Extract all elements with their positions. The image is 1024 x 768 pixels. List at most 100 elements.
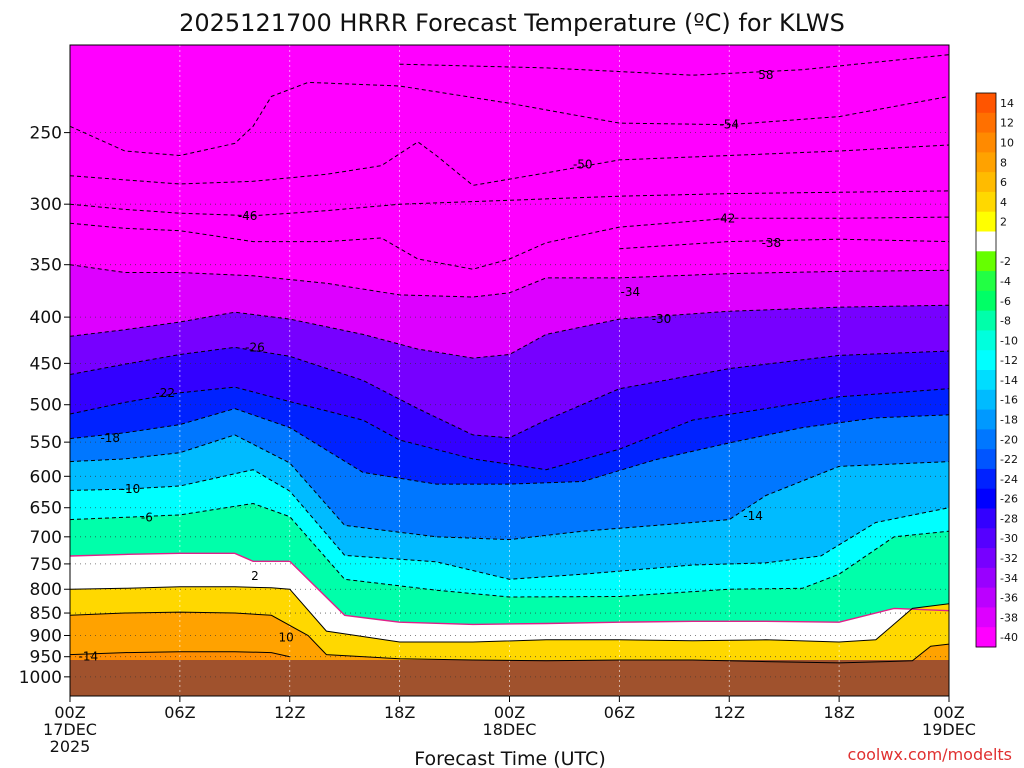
y-tick-label: 650 <box>30 499 62 519</box>
x-tick-label: 17DEC <box>43 720 97 739</box>
isotherm-label: -22 <box>155 386 175 400</box>
isotherm-line <box>70 502 949 598</box>
x-tick-label: 12Z <box>714 703 745 722</box>
legend-label: -28 <box>1000 512 1018 525</box>
legend-label: -6 <box>1000 295 1011 308</box>
isotherm-line <box>619 238 949 250</box>
legend-swatch <box>976 350 996 371</box>
isotherm-line <box>70 216 949 270</box>
plot-area: 58 -54 -50 -46 -42 -38 -34 -30 -26 -22 -18 -14 -10-6… <box>70 45 949 696</box>
y-tick-label: 950 <box>30 648 62 668</box>
y-tick-label: 800 <box>30 580 62 600</box>
legend-label: -30 <box>1000 532 1018 545</box>
legend-swatch <box>976 468 996 490</box>
isotherm-line <box>70 586 949 643</box>
legend-swatch <box>976 587 996 608</box>
legend-label: 6 <box>1000 176 1007 189</box>
isotherm-label: 2 <box>251 569 259 583</box>
x-tick-label: 12Z <box>274 703 305 722</box>
isotherm-line <box>70 386 949 471</box>
x-tick-label: 00Z <box>494 703 525 722</box>
legend-label: -18 <box>1000 413 1018 426</box>
legend-swatch <box>976 370 996 391</box>
legend-swatch <box>976 271 996 292</box>
isotherm-line <box>70 190 949 217</box>
y-tick-label: 750 <box>30 555 62 575</box>
legend-swatch <box>976 449 996 470</box>
isotherm-line <box>70 408 949 485</box>
legend-swatch <box>976 548 996 569</box>
legend-label: -36 <box>1000 592 1018 605</box>
isotherm-label: -34 <box>621 285 641 299</box>
legend-swatch <box>976 389 996 411</box>
y-tick-label: 550 <box>30 433 62 453</box>
y-tick-label: 700 <box>30 528 62 548</box>
y-tick-label: 350 <box>30 256 62 276</box>
isotherm-label: 10 <box>278 631 293 645</box>
legend-swatch <box>976 488 996 509</box>
legend-label: -8 <box>1000 315 1011 328</box>
y-tick-label: 400 <box>30 308 62 328</box>
isotherm-label: -46 <box>238 209 258 223</box>
isotherm-line <box>70 469 949 580</box>
legend-swatch <box>976 607 996 628</box>
x-tick-label: 19DEC <box>922 720 976 739</box>
y-tick-label: 300 <box>30 195 62 215</box>
isotherm-label: -10 <box>121 482 141 496</box>
legend-swatch <box>976 310 996 331</box>
legend-swatch <box>976 567 996 589</box>
legend-label: 4 <box>1000 196 1007 209</box>
x-tick-label: 2025 <box>50 737 91 756</box>
legend-label: -14 <box>1000 374 1018 387</box>
legend-frame <box>975 92 997 648</box>
isotherm-label: -42 <box>716 211 736 225</box>
isotherm-line <box>70 141 949 186</box>
isotherm-label: -26 <box>245 340 265 354</box>
legend-label: -4 <box>1000 275 1011 288</box>
legend-label: -16 <box>1000 394 1018 407</box>
isotherm-label: -50 <box>573 157 593 171</box>
legend-label: 10 <box>1000 136 1014 149</box>
legend-swatch <box>976 172 996 193</box>
isotherm-line <box>70 434 949 541</box>
legend-swatch <box>976 508 996 529</box>
legend-label: 8 <box>1000 156 1007 169</box>
legend-swatch <box>976 251 996 272</box>
legend-label: -20 <box>1000 433 1018 446</box>
legend-swatch <box>976 409 996 430</box>
isotherm-label: -14 <box>743 509 763 523</box>
isotherm-line <box>70 346 949 439</box>
isotherm-line <box>70 611 949 664</box>
credit-link[interactable]: coolwx.com/modelts <box>848 745 1012 764</box>
isotherm-label: -14 <box>79 650 99 664</box>
y-axis: 2503003504004505005506006507007508008509… <box>19 124 70 688</box>
isotherm-label: -6 <box>141 510 153 524</box>
legend-label: -32 <box>1000 552 1018 565</box>
x-tick-label: 06Z <box>604 703 635 722</box>
isotherm-label: -38 <box>762 236 782 250</box>
chart-title: 2025121700 HRRR Forecast Temperature (ºC… <box>179 9 845 37</box>
legend-swatch <box>976 132 996 153</box>
isotherm-label: -18 <box>100 431 120 445</box>
color-legend: 14 12 10 8 6 4 2 -2 -4 -6 -8 -10 -12 -14 -16 -18 -20 -22 -… <box>975 92 1018 648</box>
y-tick-label: 250 <box>30 124 62 144</box>
legend-label: -26 <box>1000 493 1018 506</box>
legend-label: 14 <box>1000 97 1014 110</box>
isotherm-label: -54 <box>719 118 739 132</box>
legend-label: -34 <box>1000 572 1018 585</box>
y-tick-label: 900 <box>30 626 62 646</box>
legend-swatch <box>976 429 996 450</box>
isotherm-line <box>70 304 949 359</box>
legend-label: -2 <box>1000 255 1011 268</box>
legend-swatch <box>976 112 996 134</box>
isotherm-label: -30 <box>652 312 672 326</box>
legend-label: -24 <box>1000 473 1018 486</box>
y-tick-label: 450 <box>30 354 62 374</box>
y-tick-label: 500 <box>30 396 62 416</box>
legend-label: -40 <box>1000 631 1018 644</box>
legend-swatch <box>976 231 996 252</box>
x-axis-label: Forecast Time (UTC) <box>414 748 605 768</box>
x-tick-label: 18Z <box>823 703 854 722</box>
